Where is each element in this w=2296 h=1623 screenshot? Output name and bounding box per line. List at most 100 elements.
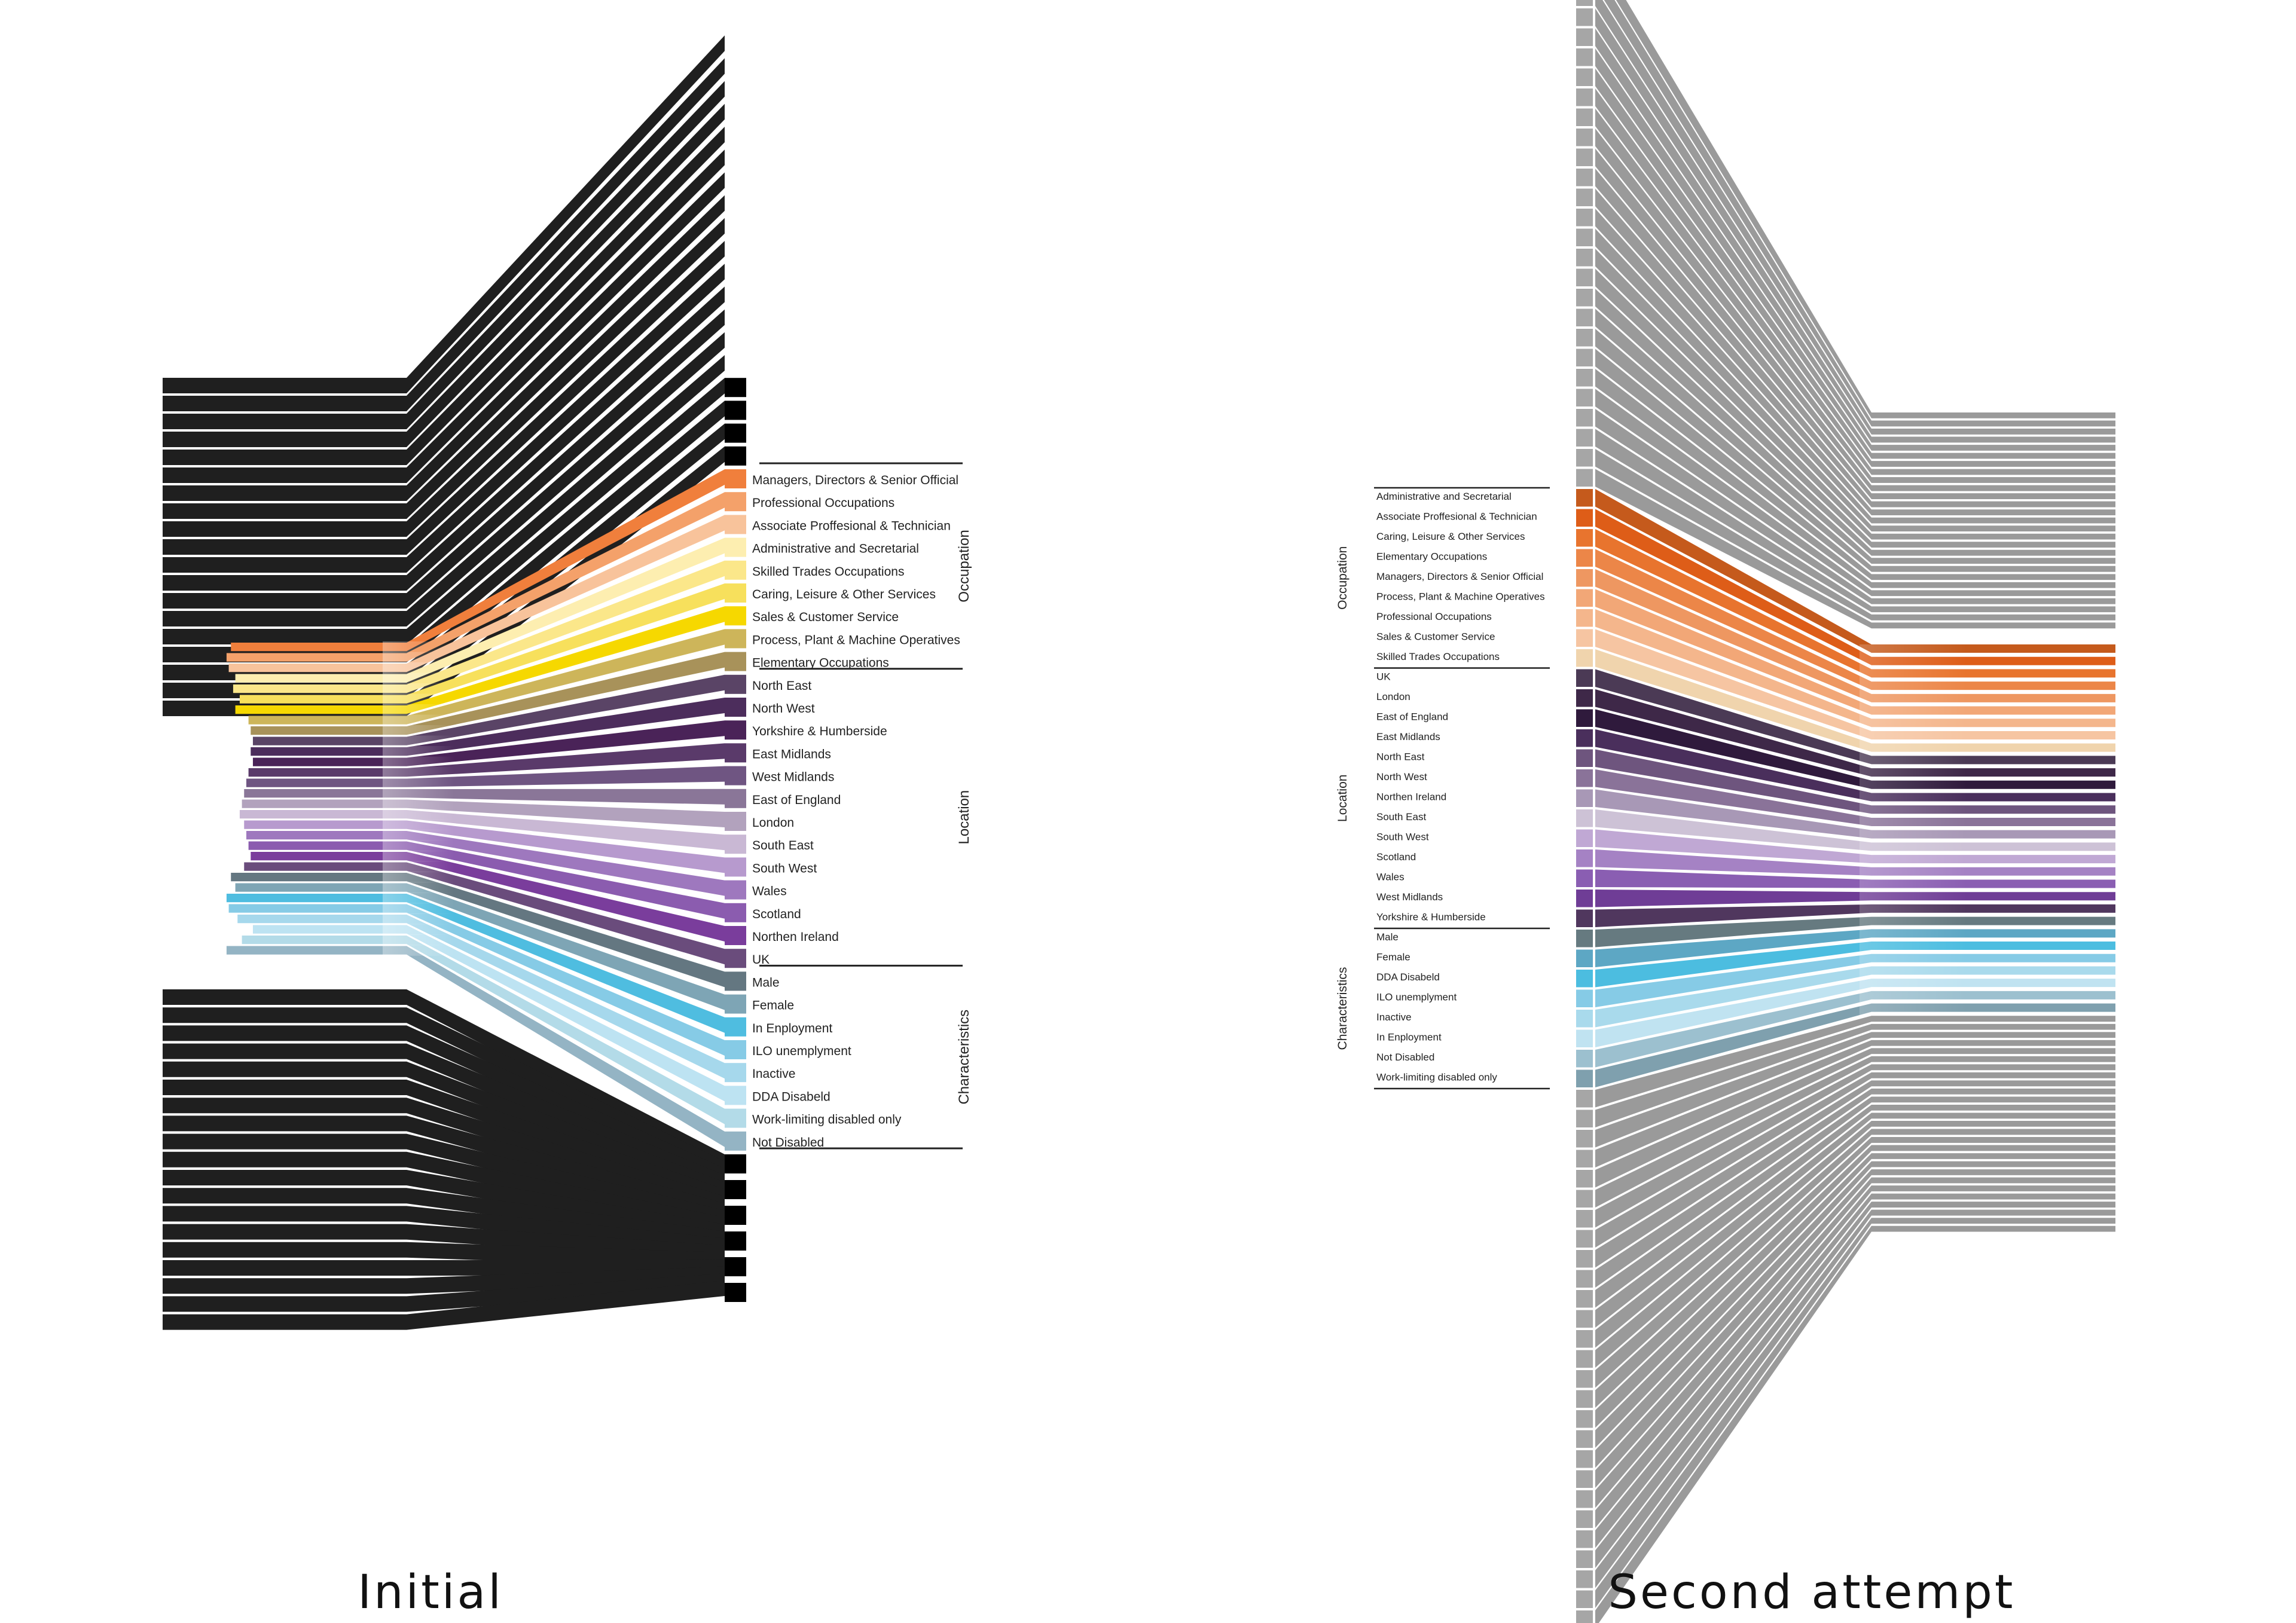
- initial-group-brackets: Occupation Location Characteristics: [759, 462, 972, 1150]
- background-swatch: [1576, 1370, 1593, 1388]
- label-not-disabled: Not Disabled: [752, 1136, 824, 1150]
- ribbon-south-west: [1595, 829, 2115, 864]
- swatch-london: [1576, 689, 1593, 707]
- ribbon-dda-disabeld: [1595, 942, 2115, 988]
- ribbon-female: [1595, 929, 2115, 967]
- ribbon-elementary-occupations: [251, 652, 725, 735]
- background-swatch: [725, 423, 746, 443]
- swatch-process-plant-machine-operatives: [1576, 589, 1593, 607]
- background-ribbon: [163, 1080, 725, 1205]
- ribbon-highlight: [383, 851, 454, 862]
- label-inactive: Inactive: [752, 1067, 795, 1081]
- swatch-professional-occupations: [725, 492, 746, 512]
- ribbon-north-west: [1595, 769, 2115, 826]
- ribbon-highlight: [383, 861, 454, 872]
- swatch-professional-occupations: [1576, 609, 1593, 627]
- swatch-female: [725, 994, 746, 1014]
- label-north-west: North West: [752, 702, 815, 716]
- swatch-administrative-and-secretarial: [1576, 489, 1593, 507]
- label-female: Female: [752, 999, 794, 1013]
- ribbon-male: [231, 873, 725, 988]
- background-swatch: [1576, 1510, 1593, 1528]
- swatch-associate-proffesional-technician: [1576, 509, 1593, 527]
- ribbon-west-midlands: [246, 766, 725, 787]
- ribbon-yorkshire-humberside: [252, 720, 725, 766]
- swatch-yorkshire-humberside: [1576, 909, 1593, 927]
- group-label-characteristics: Characteristics: [956, 1010, 972, 1105]
- group-label-occupation: Occupation: [956, 530, 972, 602]
- swatch-caring-leisure-other-services: [1576, 529, 1593, 547]
- background-swatch: [725, 446, 746, 466]
- swatch-uk: [1576, 669, 1593, 687]
- background-swatch: [1576, 8, 1593, 26]
- swatch-wales: [725, 880, 746, 900]
- label-east-midlands: East Midlands: [752, 747, 831, 761]
- background-swatch: [1576, 1450, 1593, 1468]
- ribbon-highlight: [383, 809, 454, 820]
- background-swatch: [1576, 308, 1593, 326]
- swatch-managers-directors-senior-official: [725, 469, 746, 488]
- ribbon-ilo-unemplyment: [1595, 953, 2115, 1007]
- background-swatch: [1576, 228, 1593, 246]
- ribbon-highlight: [383, 830, 454, 841]
- swatch-north-west: [725, 698, 746, 717]
- label-south-east: South East: [1376, 811, 1426, 823]
- swatch-in-enployment: [1576, 1029, 1593, 1047]
- second-attempt-group-brackets: Occupation Location Characteristics: [1336, 487, 1550, 1090]
- ribbon-wales: [1595, 869, 2115, 888]
- background-swatch: [1576, 389, 1593, 406]
- ribbon-highlight: [383, 934, 454, 946]
- background-swatch: [1576, 249, 1593, 267]
- background-swatch: [1576, 129, 1593, 146]
- label-skilled-trades-occupations: Skilled Trades Occupations: [752, 565, 904, 579]
- ribbon-highlight: [383, 903, 454, 914]
- label-north-east: North East: [752, 679, 811, 693]
- label-london: London: [752, 816, 794, 830]
- background-swatch: [1576, 429, 1593, 447]
- background-swatch: [1576, 188, 1593, 206]
- ribbon-east-of-england: [244, 788, 725, 805]
- ribbon-highlight: [383, 777, 454, 788]
- background-swatch: [1576, 1150, 1593, 1167]
- ribbon-highlight: [383, 798, 454, 809]
- label-in-enployment: In Enployment: [752, 1022, 832, 1035]
- ribbon-north-east: [1595, 749, 2115, 814]
- swatch-associate-proffesional-technician: [725, 515, 746, 534]
- swatch-south-west: [1576, 829, 1593, 847]
- swatch-sales-customer-service: [1576, 629, 1593, 647]
- background-swatch: [1576, 0, 1593, 6]
- initial-swatch-column: [725, 378, 746, 1302]
- swatch-east-of-england: [725, 788, 746, 808]
- background-swatch: [1576, 1170, 1593, 1188]
- background-swatch: [1576, 329, 1593, 347]
- ribbon-highlight: [383, 913, 454, 925]
- label-professional-occupations: Professional Occupations: [752, 496, 894, 510]
- ribbon-inactive: [1595, 966, 2115, 1028]
- background-ribbon: [163, 1280, 725, 1330]
- label-male: Male: [752, 976, 780, 989]
- label-caring-leisure-other-services: Caring, Leisure & Other Services: [1376, 531, 1525, 542]
- background-swatch: [1576, 1090, 1593, 1108]
- initial-diagram: Managers, Directors & Senior Official Pro…: [163, 35, 972, 1619]
- label-south-east: South East: [752, 839, 814, 852]
- background-ribbon: [163, 1188, 725, 1247]
- swatch-process-plant-machine-operatives: [725, 629, 746, 649]
- ribbon-highlight: [383, 840, 454, 851]
- label-skilled-trades-occupations: Skilled Trades Occupations: [1376, 651, 1500, 662]
- label-managers-directors-senior-official: Managers, Directors & Senior Official: [1376, 571, 1543, 582]
- label-managers-directors-senior-official: Managers, Directors & Senior Official: [752, 473, 958, 487]
- background-swatch: [1576, 1210, 1593, 1228]
- swatch-east-of-england: [1576, 709, 1593, 727]
- label-professional-occupations: Professional Occupations: [1376, 611, 1492, 622]
- background-swatch: [1576, 1470, 1593, 1488]
- ribbon-professional-occupations: [226, 492, 725, 662]
- background-swatch: [1576, 148, 1593, 166]
- background-swatch: [725, 1206, 746, 1225]
- swatch-north-east: [1576, 749, 1593, 767]
- ribbon-east-midlands: [1595, 729, 2115, 802]
- background-swatch: [1576, 1190, 1593, 1208]
- ribbon-wales: [246, 831, 725, 896]
- swatch-skilled-trades-occupations: [1576, 649, 1593, 667]
- ribbon-london: [242, 799, 725, 827]
- background-swatch: [725, 401, 746, 420]
